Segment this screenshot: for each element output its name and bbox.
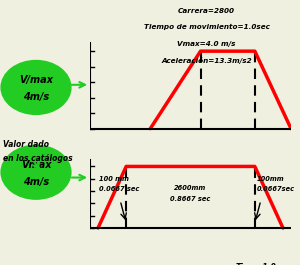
Text: 0.0667 sec: 0.0667 sec bbox=[99, 186, 139, 192]
Text: Vmax: Vmax bbox=[21, 160, 51, 170]
Text: Vmax=4.0 m/s: Vmax=4.0 m/s bbox=[177, 41, 236, 47]
Text: 4m/s: 4m/s bbox=[23, 177, 49, 187]
Text: Time=1.0sec: Time=1.0sec bbox=[236, 263, 291, 265]
Ellipse shape bbox=[2, 61, 70, 114]
Text: 4m/s: 4m/s bbox=[23, 92, 49, 102]
Text: 100 mm: 100 mm bbox=[99, 176, 129, 182]
Text: 0.0667sec: 0.0667sec bbox=[257, 186, 295, 192]
Text: Aceleración=13.3m/s2: Aceleración=13.3m/s2 bbox=[161, 58, 252, 64]
Text: Valor dado: Valor dado bbox=[3, 140, 49, 149]
Text: V/max: V/max bbox=[19, 75, 53, 85]
Text: 0.8667 sec: 0.8667 sec bbox=[170, 196, 211, 201]
Text: 100mm: 100mm bbox=[257, 176, 284, 182]
Text: Carrera=2800: Carrera=2800 bbox=[178, 8, 235, 14]
Text: 2600mm: 2600mm bbox=[174, 185, 207, 191]
Ellipse shape bbox=[2, 146, 70, 198]
Text: Tiempo de movimiento=1.0sec: Tiempo de movimiento=1.0sec bbox=[144, 24, 269, 30]
Text: en los catálogos: en los catálogos bbox=[3, 154, 73, 163]
